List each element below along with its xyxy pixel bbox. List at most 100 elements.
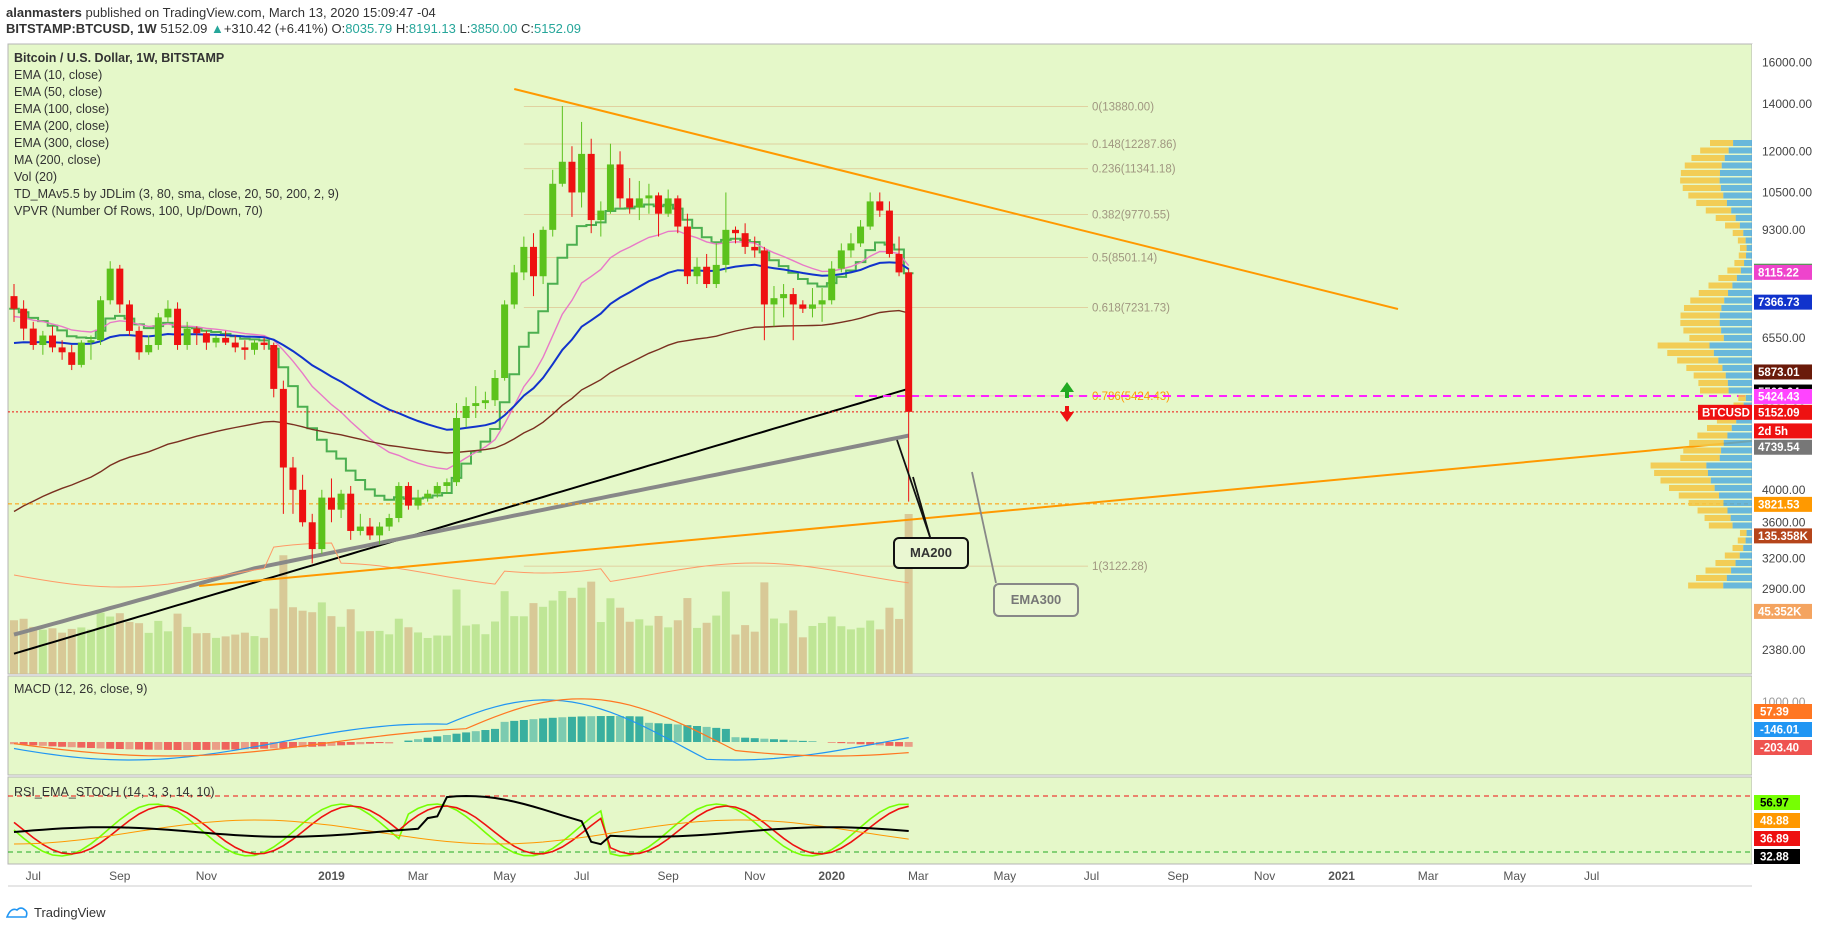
candle-body <box>837 250 845 269</box>
legend-ema200[interactable]: EMA (200, close) <box>14 119 110 133</box>
vpvr-bar <box>1722 365 1752 371</box>
macd-histogram-bar <box>183 742 192 750</box>
macd-histogram-bar <box>106 742 115 749</box>
legend-ema10[interactable]: EMA (10, close) <box>14 68 103 82</box>
volume-bar <box>163 631 172 674</box>
ema200-line <box>13 309 909 513</box>
volume-bar <box>712 615 721 674</box>
macd-histogram-bar <box>77 742 86 748</box>
y-tick-label: 12000.00 <box>1762 144 1812 158</box>
x-tick-label: May <box>994 869 1017 883</box>
vpvr-bar <box>1677 357 1719 364</box>
candle-body <box>847 243 855 251</box>
author-name[interactable]: alanmasters <box>6 5 82 20</box>
volume-bar <box>231 634 240 674</box>
legend-ema50[interactable]: EMA (50, close) <box>14 85 103 99</box>
x-tick-label: Nov <box>196 869 217 883</box>
rsi-ema-line <box>13 819 909 845</box>
vpvr-bar <box>1715 560 1736 566</box>
price-tag-value: 3821.53 <box>1758 499 1800 511</box>
macd-pane <box>7 675 1753 776</box>
volume-bar <box>693 627 702 674</box>
published-text: published on TradingView.com, March 13, … <box>85 5 436 20</box>
vpvr-bar <box>1699 387 1729 394</box>
macd-histogram-bar <box>337 742 346 746</box>
volume-bar <box>173 613 182 674</box>
vpvr-bar <box>1683 327 1722 334</box>
candle-body <box>145 344 153 353</box>
macd-histogram-bar <box>221 742 230 750</box>
vpvr-bar <box>1726 575 1752 581</box>
macd-histogram-bar <box>779 739 788 742</box>
rsi-legend[interactable]: RSI_EMA_STOCH (14, 3, 3, 14, 10) <box>14 785 215 799</box>
vpvr-bar <box>1689 335 1724 341</box>
up-arrow-icon <box>1060 382 1074 398</box>
volume-bar <box>702 622 711 674</box>
vpvr-bar <box>1706 462 1752 469</box>
rsi-tag-value: 32.88 <box>1760 852 1789 864</box>
candle-body <box>558 161 566 184</box>
volume-bar <box>67 628 76 674</box>
volume-bars <box>10 514 913 674</box>
candle-body <box>732 229 739 234</box>
candle-body <box>385 518 393 527</box>
volume-bar <box>789 610 798 674</box>
macd-histogram-bar <box>760 738 769 742</box>
volume-bar <box>317 602 326 674</box>
symbol-line: BITSTAMP:BTCUSD, 1W 5152.09 ▲+310.42 (+6… <box>6 21 581 36</box>
fib-level-label: 1(3122.28) <box>1092 561 1148 573</box>
legend-ema100[interactable]: EMA (100, close) <box>14 102 110 116</box>
legend-ma200[interactable]: MA (200, close) <box>14 153 101 167</box>
vpvr-bar <box>1693 372 1726 379</box>
vpvr-bar <box>1744 260 1752 266</box>
candle-body <box>337 493 345 510</box>
candle-body <box>241 347 249 350</box>
vpvr-bar <box>1739 552 1752 559</box>
vpvr-bar <box>1684 162 1722 169</box>
candle-body <box>501 304 509 378</box>
price-tag <box>1754 496 1812 512</box>
candle-body <box>366 526 374 536</box>
macd-histogram-bar <box>250 742 259 750</box>
vpvr-bar <box>1714 485 1752 491</box>
price-tag-value: 4739.54 <box>1758 442 1800 454</box>
y-tick-label: 10500.00 <box>1762 185 1812 199</box>
btcusd-tag <box>1698 404 1752 420</box>
macd-histogram-bar <box>731 737 740 742</box>
candle-body <box>154 317 162 345</box>
legend-td-ma[interactable]: TD_MAv5.5 by JDLim (3, 80, sma, close, 2… <box>14 187 339 201</box>
vpvr-bar <box>1739 245 1747 251</box>
fib-level-label: 0(13880.00) <box>1092 101 1154 113</box>
volume-bar <box>779 623 788 674</box>
up-arrow-icon: ▲ <box>210 21 224 36</box>
footer-brand[interactable]: TradingView <box>34 904 106 920</box>
x-tick-label: Jul <box>26 869 41 883</box>
candle-body <box>453 417 461 483</box>
macd-legend[interactable]: MACD (12, 26, close, 9) <box>14 682 148 696</box>
vpvr-bar <box>1705 207 1732 214</box>
legend-ema300[interactable]: EMA (300, close) <box>14 136 110 150</box>
vpvr-bar <box>1697 507 1728 514</box>
chart-header: alanmasters published on TradingView.com… <box>0 0 1828 46</box>
down-arrow-icon <box>1060 406 1074 422</box>
candle-body <box>655 195 663 214</box>
y-tick-label: 3200.00 <box>1762 552 1806 566</box>
candle-body <box>289 467 297 490</box>
x-tick-label: May <box>493 869 516 883</box>
macd-histogram-bar <box>481 730 490 742</box>
legend-symbol[interactable]: Bitcoin / U.S. Dollar, 1W, BITSTAMP <box>14 51 225 65</box>
candle-body <box>395 485 403 519</box>
volume-bar <box>260 637 269 674</box>
volume-bar <box>298 610 307 674</box>
symbol-name[interactable]: BITSTAMP:BTCUSD, 1W <box>6 21 157 36</box>
vpvr-bar <box>1723 500 1752 506</box>
macd-histogram-bar <box>86 742 95 749</box>
legend-vpvr[interactable]: VPVR (Number Of Rows, 100, Up/Down, 70) <box>14 204 263 218</box>
volume-bar <box>433 635 442 674</box>
volume-bar <box>587 581 596 674</box>
macd-histogram-bar <box>875 742 884 746</box>
legend-volume[interactable]: Vol (20) <box>14 170 58 184</box>
macd-histogram-bar <box>519 719 528 742</box>
vpvr-bar <box>1746 252 1752 259</box>
